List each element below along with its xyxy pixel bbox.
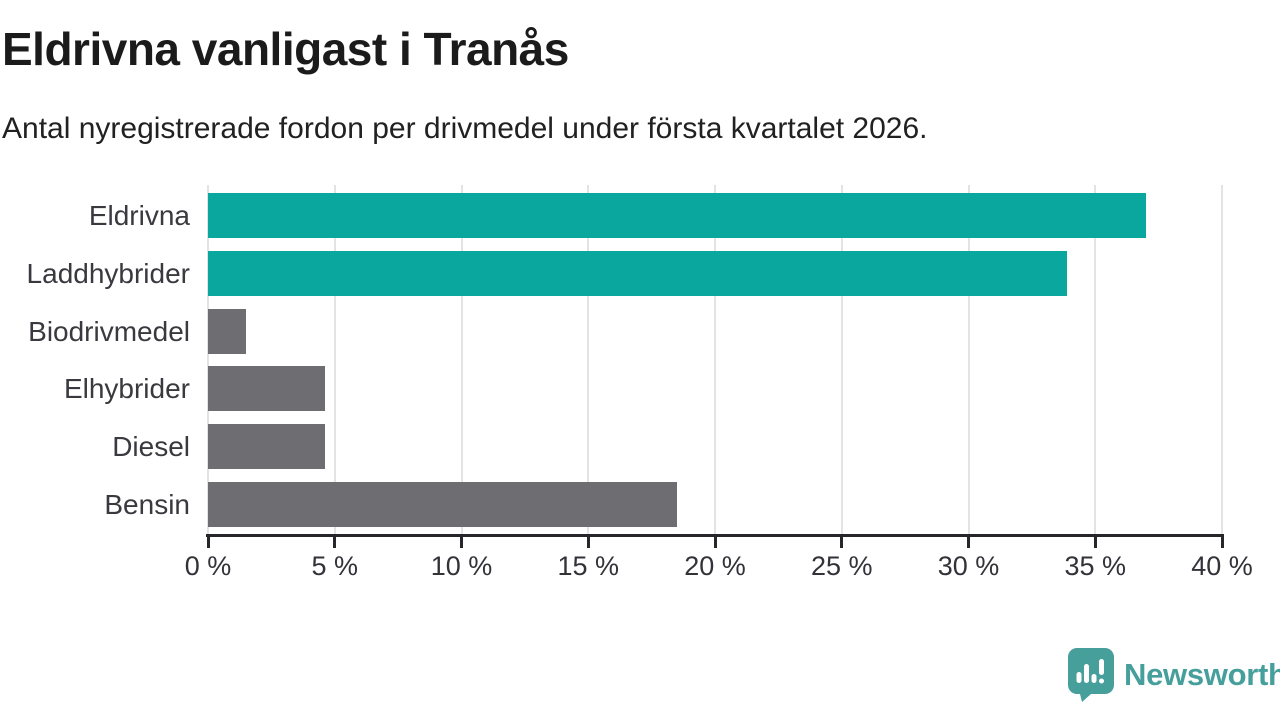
x-tick [1220,534,1224,548]
brand-logo: Newsworthy [1068,648,1280,702]
x-tick [586,534,590,548]
x-tick [206,534,210,548]
bar-eldrivna [208,193,1146,238]
gridline [207,185,209,534]
x-tick [713,534,717,548]
brand-name: Newsworthy [1124,657,1280,692]
x-tick-label: 0 % [184,551,232,581]
gridline [1221,185,1223,534]
bar-elhybrider [208,366,325,412]
x-tick-label: 30 % [937,551,1000,581]
chart-title: Eldrivna vanligast i Tranås [2,23,569,75]
gridline [714,185,716,534]
bar-bensin [208,482,677,527]
x-tick [967,534,970,548]
gridline [333,185,336,534]
category-label: Laddhybrider [26,257,190,289]
x-tick [460,534,463,548]
gridline [1094,185,1097,534]
x-tick-label: 40 % [1191,551,1253,581]
category-label: Bensin [104,489,190,520]
category-label: Biodrivmedel [28,315,190,347]
x-tick-label: 15 % [557,551,620,581]
gridline [460,185,463,534]
bar-laddhybrider [208,250,1068,296]
category-label: Elhybrider [63,373,190,405]
chart-subtitle: Antal nyregistrerade fordon per drivmede… [2,112,928,145]
category-label: Diesel [112,431,190,463]
x-tick-label: 5 % [311,551,359,581]
x-tick [1093,534,1097,548]
bar-chart-speech-bubble-icon [1068,648,1114,702]
gridline [840,185,843,534]
bar-biodrivmedel [208,308,247,354]
gridline [967,185,970,534]
bar-diesel [208,424,325,470]
x-tick-label: 35 % [1064,551,1127,581]
x-tick-label: 20 % [684,551,746,581]
x-tick-label: 10 % [430,551,493,581]
x-tick [333,534,337,548]
x-tick-label: 25 % [810,551,873,581]
gridline [587,185,590,534]
category-label: Eldrivna [88,200,190,231]
x-tick [840,534,844,548]
